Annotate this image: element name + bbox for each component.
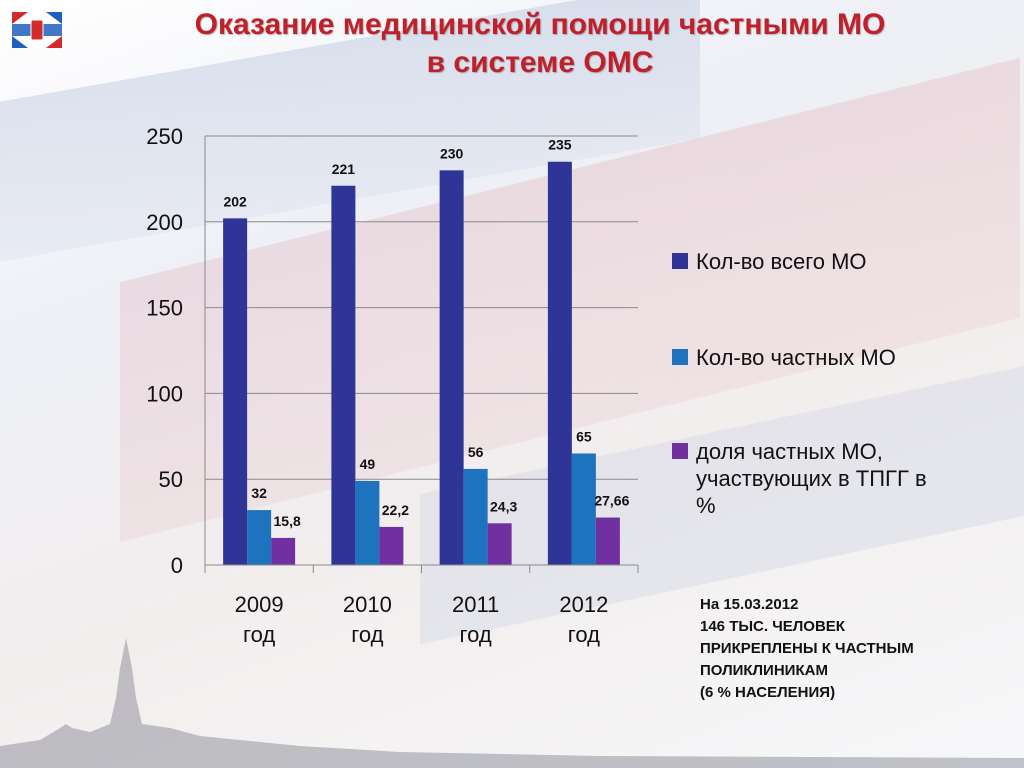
coat-of-arms-flag-icon xyxy=(12,12,62,48)
x-category-label: 2009 xyxy=(235,592,284,617)
data-label: 202 xyxy=(223,193,247,209)
y-tick-label: 100 xyxy=(146,381,183,406)
data-label: 65 xyxy=(576,428,592,444)
x-category-label: 2012 xyxy=(559,592,608,617)
x-category-label: год xyxy=(568,622,600,647)
page-title: Оказание медицинской помощи частными МО … xyxy=(100,6,980,82)
bar xyxy=(547,161,572,566)
x-category-label: 2010 xyxy=(343,592,392,617)
y-tick-label: 150 xyxy=(146,296,183,321)
bar xyxy=(379,526,404,565)
data-label: 24,3 xyxy=(490,498,517,514)
legend-swatch-private xyxy=(672,349,688,365)
note-line-3: ПРИКРЕПЛЕНЫ К ЧАСТНЫМ xyxy=(700,640,914,657)
data-label: 56 xyxy=(468,444,484,460)
bar xyxy=(271,537,296,565)
note-line-2: 146 ТЫС. ЧЕЛОВЕК xyxy=(700,618,845,635)
bar xyxy=(223,218,248,566)
bar xyxy=(355,480,380,565)
attachment-note: На 15.03.2012 146 ТЫС. ЧЕЛОВЕК ПРИКРЕПЛЕ… xyxy=(700,594,1010,704)
bar xyxy=(439,170,464,565)
data-label: 22,2 xyxy=(382,502,409,518)
bar xyxy=(247,510,272,565)
bar xyxy=(463,468,488,565)
data-label: 221 xyxy=(332,161,356,177)
x-category-label: год xyxy=(460,622,492,647)
data-label: 15,8 xyxy=(274,513,301,529)
bar xyxy=(571,453,596,565)
page-title-line-1: Оказание медицинской помощи частными МО xyxy=(194,8,886,41)
y-tick-label: 250 xyxy=(146,124,183,149)
y-tick-label: 50 xyxy=(159,467,183,492)
bar xyxy=(595,517,620,565)
legend-item-total: Кол-во всего МО xyxy=(672,248,946,275)
note-line-4: ПОЛИКЛИНИКАМ xyxy=(700,662,828,679)
legend-swatch-total xyxy=(672,253,688,269)
note-line-1: На 15.03.2012 xyxy=(700,596,799,613)
data-label: 235 xyxy=(548,137,572,153)
bar xyxy=(331,185,356,565)
x-category-label: год xyxy=(243,622,275,647)
x-category-label: 2011 xyxy=(452,592,499,617)
legend-label-total: Кол-во всего МО xyxy=(696,249,867,274)
y-tick-label: 0 xyxy=(171,553,183,578)
legend-label-share: доля частных МО, участвующих в ТПГГ в % xyxy=(696,439,927,518)
legend-swatch-share xyxy=(672,443,688,459)
data-label: 32 xyxy=(251,485,267,501)
legend-label-private: Кол-во частных МО xyxy=(696,345,896,370)
bar xyxy=(487,523,512,565)
note-line-5: (6 % НАСЕЛЕНИЯ) xyxy=(700,684,836,701)
data-label: 230 xyxy=(440,145,464,161)
legend-item-share: доля частных МО, участвующих в ТПГГ в % xyxy=(672,438,946,519)
data-label: 27,66 xyxy=(594,493,629,509)
data-label: 49 xyxy=(360,456,376,472)
legend-item-private: Кол-во частных МО xyxy=(672,344,946,371)
x-category-label: год xyxy=(351,622,383,647)
y-tick-label: 200 xyxy=(146,210,183,235)
page-title-line-2: в системе ОМС xyxy=(426,46,654,79)
